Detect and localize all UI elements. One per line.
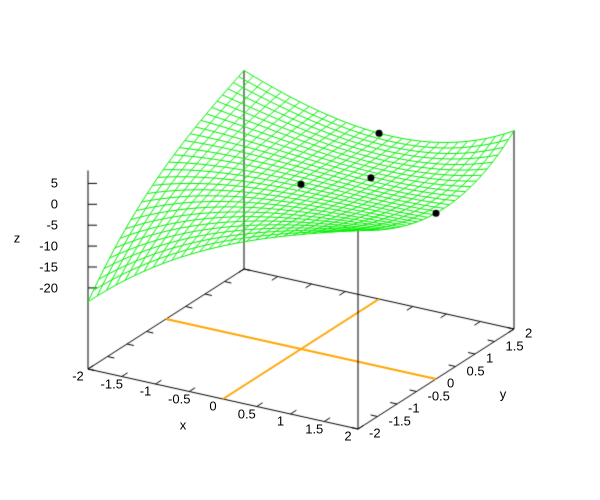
x-tick-label: -0.5 xyxy=(168,391,191,406)
x-tick-label: 2 xyxy=(344,428,352,444)
y-tick-label: -1.5 xyxy=(388,413,411,428)
x-tick-label: -1.5 xyxy=(100,376,123,391)
z-tick-label: -10 xyxy=(39,238,58,254)
y-axis-label: y xyxy=(499,386,507,402)
y-tick-label: 1 xyxy=(486,350,494,366)
x-tick-label: -1 xyxy=(139,383,152,399)
y-tick-label: 0 xyxy=(447,375,455,391)
y-tick-label: 0.5 xyxy=(466,363,485,378)
y-tick-label: -1 xyxy=(408,400,420,416)
z-tick-label: 0 xyxy=(50,196,58,212)
x-tick-label: 1 xyxy=(276,413,285,429)
x-tick-label: 1.5 xyxy=(305,421,324,436)
x-axis-label: x xyxy=(179,417,187,433)
z-tick-label: -15 xyxy=(39,259,58,275)
z-tick-label: -20 xyxy=(39,280,58,296)
x-tick-label: 0.5 xyxy=(237,406,256,421)
x-tick-label: 0 xyxy=(209,398,217,414)
y-tick-label: 1.5 xyxy=(505,338,524,353)
z-tick-label: 5 xyxy=(50,175,58,191)
z-axis-label: z xyxy=(13,230,21,246)
z-tick-label: -5 xyxy=(46,217,58,233)
y-tick-label: -0.5 xyxy=(427,388,450,403)
y-tick-label: -2 xyxy=(369,425,381,441)
x-tick-label: -2 xyxy=(72,368,84,384)
y-tick-label: 2 xyxy=(525,325,533,341)
